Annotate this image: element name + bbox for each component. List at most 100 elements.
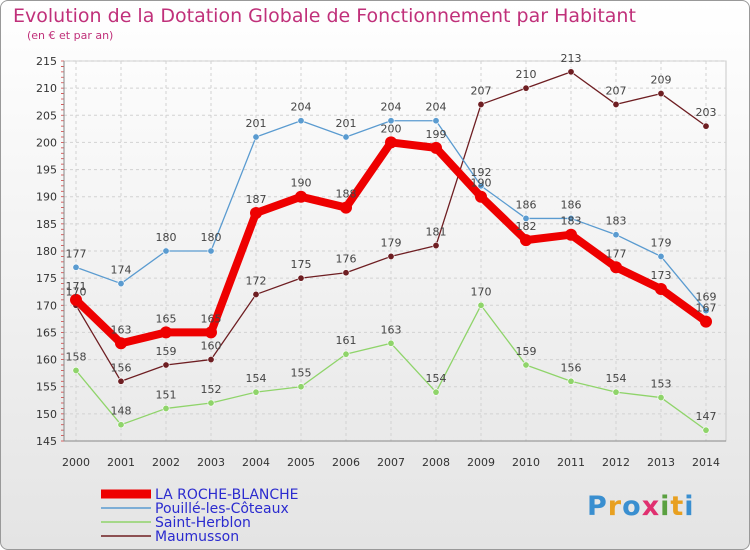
data-label: 180 bbox=[201, 231, 222, 244]
y-tick-label: 170 bbox=[36, 299, 57, 312]
x-tick-label: 2008 bbox=[422, 456, 450, 469]
x-tick-label: 2009 bbox=[467, 456, 495, 469]
data-point bbox=[207, 356, 215, 364]
y-tick-label: 175 bbox=[36, 272, 57, 285]
data-label: 160 bbox=[201, 340, 222, 353]
data-label: 167 bbox=[696, 302, 717, 315]
data-point bbox=[432, 242, 440, 250]
data-label: 192 bbox=[471, 166, 492, 179]
data-point bbox=[477, 182, 485, 190]
data-label: 203 bbox=[696, 106, 717, 119]
data-point bbox=[612, 388, 620, 396]
data-point bbox=[72, 263, 80, 271]
data-point bbox=[520, 234, 532, 247]
logo-letter: x bbox=[641, 491, 661, 522]
x-tick-label: 2000 bbox=[62, 456, 90, 469]
data-label: 154 bbox=[426, 372, 447, 385]
legend-label: Maumusson bbox=[155, 529, 239, 545]
data-point bbox=[567, 68, 575, 76]
data-label: 179 bbox=[381, 236, 402, 249]
data-label: 148 bbox=[111, 405, 132, 418]
data-point bbox=[522, 361, 530, 369]
data-label: 154 bbox=[246, 372, 267, 385]
data-label: 173 bbox=[651, 269, 672, 282]
data-label: 156 bbox=[561, 361, 582, 374]
data-point bbox=[432, 117, 440, 125]
data-label: 190 bbox=[291, 177, 312, 190]
data-label: 200 bbox=[381, 122, 402, 135]
data-label: 188 bbox=[336, 188, 357, 201]
data-label: 155 bbox=[291, 367, 312, 380]
data-label: 186 bbox=[561, 198, 582, 211]
logo-letter: i bbox=[684, 491, 695, 522]
y-tick-label: 155 bbox=[36, 381, 57, 394]
data-point bbox=[162, 247, 170, 255]
y-tick-label: 215 bbox=[36, 55, 57, 68]
data-label: 154 bbox=[606, 372, 627, 385]
data-label: 152 bbox=[201, 383, 222, 396]
data-point bbox=[162, 404, 170, 412]
data-point bbox=[297, 117, 305, 125]
data-point bbox=[297, 274, 305, 282]
data-label: 159 bbox=[516, 345, 537, 358]
x-tick-label: 2001 bbox=[107, 456, 135, 469]
logo-letter: i bbox=[660, 491, 671, 522]
series-lines bbox=[70, 68, 712, 434]
data-point bbox=[252, 388, 260, 396]
x-tick-label: 2012 bbox=[602, 456, 630, 469]
logo-letter: t bbox=[670, 491, 685, 522]
data-label: 213 bbox=[561, 52, 582, 65]
y-tick-label: 145 bbox=[36, 435, 57, 448]
chart-subtitle: (en € et par an) bbox=[27, 29, 114, 42]
data-label: 207 bbox=[471, 84, 492, 97]
x-tick-label: 2007 bbox=[377, 456, 405, 469]
data-point bbox=[387, 117, 395, 125]
data-point bbox=[700, 315, 712, 328]
data-label: 165 bbox=[156, 312, 177, 325]
data-point bbox=[252, 290, 260, 298]
legend-label: Pouillé-les-Côteaux bbox=[155, 501, 289, 517]
data-point bbox=[160, 326, 172, 339]
data-point bbox=[477, 301, 485, 309]
data-label: 177 bbox=[606, 247, 627, 260]
data-point bbox=[117, 280, 125, 288]
data-label: 170 bbox=[66, 285, 87, 298]
data-point bbox=[432, 388, 440, 396]
data-point bbox=[430, 141, 442, 154]
data-label: 182 bbox=[516, 220, 537, 233]
x-tick-label: 2005 bbox=[287, 456, 315, 469]
axes: 145 150 155 160 165 170 175 180 185 190 195 200 205 2… bbox=[36, 55, 726, 469]
data-label: 180 bbox=[156, 231, 177, 244]
data-point bbox=[702, 307, 710, 315]
data-label: 151 bbox=[156, 388, 177, 401]
y-tick-label: 185 bbox=[36, 218, 57, 231]
y-tick-label: 205 bbox=[36, 109, 57, 122]
data-label: 156 bbox=[111, 361, 132, 374]
data-label: 177 bbox=[66, 247, 87, 260]
data-point bbox=[207, 399, 215, 407]
data-label: 179 bbox=[651, 236, 672, 249]
x-tick-label: 2002 bbox=[152, 456, 180, 469]
y-tick-label: 180 bbox=[36, 245, 57, 258]
y-tick-label: 165 bbox=[36, 326, 57, 339]
data-label: 175 bbox=[291, 258, 312, 271]
data-point bbox=[477, 100, 485, 108]
data-point bbox=[387, 339, 395, 347]
data-label: 161 bbox=[336, 334, 357, 347]
data-label: 176 bbox=[336, 253, 357, 266]
data-label: 183 bbox=[561, 215, 582, 228]
x-tick-label: 2006 bbox=[332, 456, 360, 469]
data-label: 207 bbox=[606, 84, 627, 97]
legend: LA ROCHE-BLANCHEPouillé-les-CôteauxSaint… bbox=[101, 487, 299, 545]
data-point bbox=[702, 426, 710, 434]
data-point bbox=[657, 394, 665, 402]
logo-letter: r bbox=[607, 491, 623, 522]
y-tick-label: 210 bbox=[36, 82, 57, 95]
data-point bbox=[522, 214, 530, 222]
data-point bbox=[657, 90, 665, 98]
data-point bbox=[612, 231, 620, 239]
data-point bbox=[612, 100, 620, 108]
data-label: 174 bbox=[111, 264, 132, 277]
